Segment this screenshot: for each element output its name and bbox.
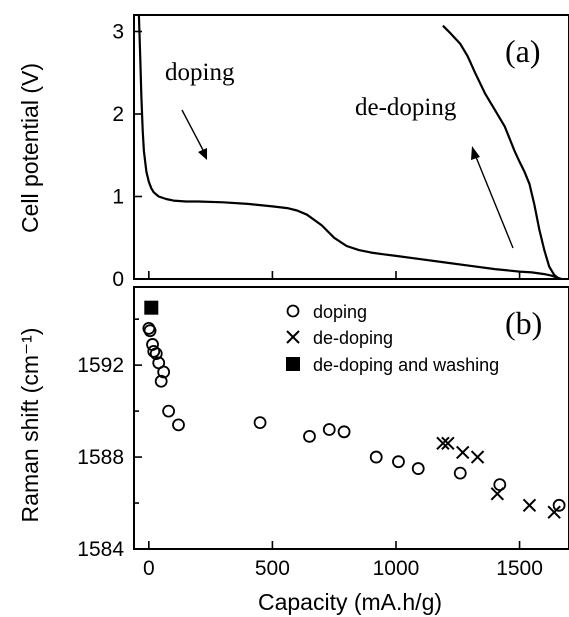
panel-b-points — [142, 300, 566, 519]
data-point-de-doping — [441, 436, 455, 450]
panel-b-ytick-label: 1584 — [77, 538, 124, 561]
data-point-doping — [157, 365, 171, 379]
panel-a-ytick-label: 1 — [112, 186, 124, 209]
panel-a-ytick-label: 2 — [112, 103, 124, 126]
panel-b-xlabel: Capacity (mA.h/g) — [258, 589, 442, 615]
de-doping-curve — [442, 24, 560, 280]
data-point-doping — [253, 416, 267, 429]
data-point-doping — [149, 347, 163, 361]
legend-item-de-doping-and-washing: de-doping and washing — [286, 355, 499, 375]
legend-marker-doping — [286, 304, 300, 318]
panel-b-label: (b) — [505, 305, 542, 341]
data-point-doping — [143, 324, 157, 338]
panel-b-ylabel: Raman shift (cm⁻¹) — [17, 328, 43, 523]
legend-label-de-doping-and-washing: de-doping and washing — [313, 355, 499, 375]
data-point-doping — [337, 425, 351, 439]
data-point-doping — [552, 498, 566, 512]
data-point-doping — [322, 423, 336, 436]
panel-a-ytick-label: 3 — [112, 21, 124, 44]
doping-curve — [137, 14, 562, 281]
legend-item-doping: doping — [286, 302, 367, 322]
doping-arrow — [181, 109, 207, 160]
legend-item-de-doping: de-doping — [286, 328, 393, 348]
data-point-de-doping — [470, 450, 485, 464]
panel-a-ticks: 0 1 2 3 — [112, 21, 521, 291]
data-point-doping — [162, 404, 176, 418]
panel-a-curves — [137, 14, 562, 281]
panel-a-ylabel: Cell potential (V) — [17, 63, 43, 233]
panel-b-xtick-label: 500 — [255, 557, 290, 580]
data-point-doping — [411, 462, 425, 475]
panel-a-label: (a) — [505, 33, 541, 69]
de-doping-arrow — [471, 146, 514, 249]
data-point-doping — [369, 450, 383, 464]
panel-a-frame — [133, 14, 569, 280]
de-doping-annotation: de-doping — [355, 94, 457, 121]
doping-annotation: doping — [165, 59, 235, 86]
panel-b-xtick-label: 0 — [143, 557, 155, 580]
legend-marker-de-doping — [286, 330, 300, 344]
panel-a-ytick-label: 0 — [112, 268, 124, 291]
data-point-de-doping-and-washing — [144, 300, 159, 315]
panel-b-xtick-label: 1500 — [496, 557, 543, 580]
legend-label-doping: doping — [313, 302, 367, 322]
data-point-doping — [147, 344, 161, 358]
data-point-doping — [154, 374, 168, 388]
data-point-de-doping — [547, 505, 561, 519]
panel-b: 1584 1588 1592 0 500 1000 1500 (b) doping de-d… — [17, 286, 569, 615]
data-point-de-doping — [456, 445, 470, 460]
data-point-de-doping — [522, 498, 537, 513]
data-point-de-doping — [490, 487, 505, 501]
panel-b-ticks: 1584 1588 1592 0 500 1000 1500 — [77, 318, 543, 580]
data-point-de-doping — [436, 436, 450, 450]
panel-b-ytick-label: 1588 — [77, 446, 124, 469]
legend: doping de-doping de-doping and washing — [286, 302, 499, 375]
legend-marker-de-doping-and-washing — [286, 357, 300, 371]
data-point-doping — [303, 429, 316, 443]
panel-a: 0 1 2 3 (a) doping de-doping Cell potential… — [17, 14, 569, 291]
data-point-doping — [453, 466, 467, 480]
panel-b-ytick-label: 1592 — [77, 354, 124, 377]
legend-label-de-doping: de-doping — [313, 328, 393, 348]
data-point-doping — [392, 455, 405, 469]
panel-b-frame — [133, 286, 569, 550]
panel-b-xtick-label: 1000 — [373, 557, 420, 580]
data-point-doping — [172, 418, 185, 432]
